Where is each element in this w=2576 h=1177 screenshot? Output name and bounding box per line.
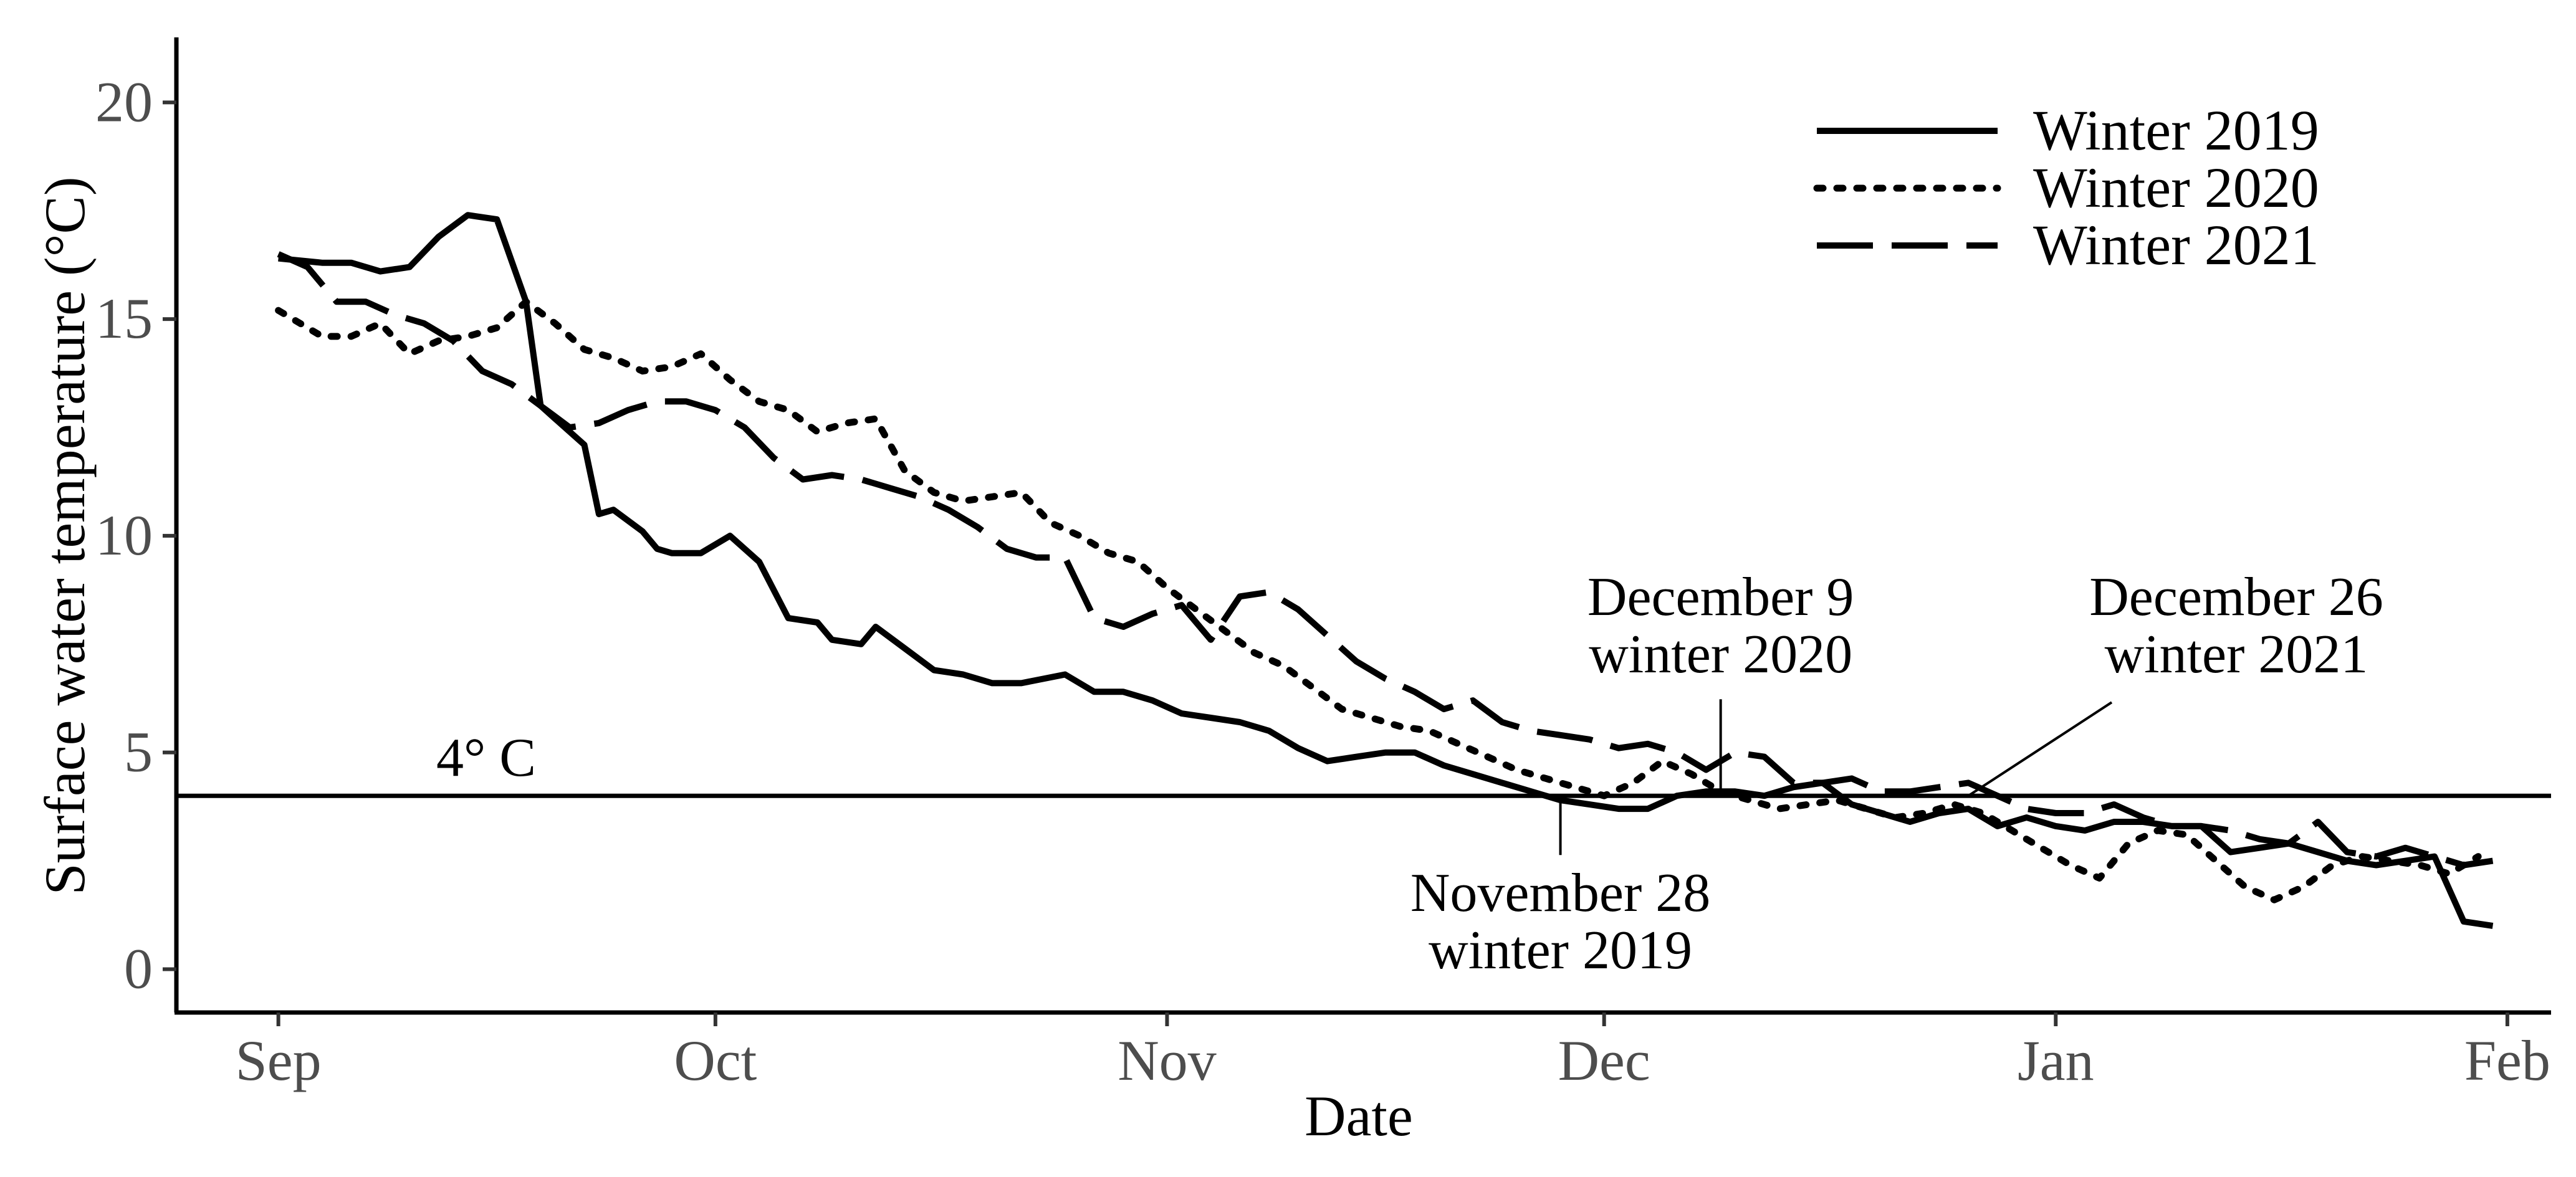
y-tick-label: 0 (124, 936, 153, 1000)
series-line-winter-2019 (278, 212, 2494, 929)
series-group (275, 212, 2494, 929)
annotation-leader (1967, 701, 2113, 797)
x-tick-label: Nov (1118, 1029, 1216, 1092)
x-tick-label: Feb (2464, 1029, 2550, 1092)
annotation-label: winter 2021 (2105, 624, 2368, 685)
legend-label: Winter 2021 (2033, 213, 2319, 277)
annotation-label: December 9 (1587, 567, 1854, 627)
legend-label: Winter 2020 (2033, 156, 2319, 219)
x-tick-label: Dec (1558, 1029, 1650, 1092)
y-tick-label: 20 (95, 70, 153, 133)
threshold-label: 4° C (436, 728, 536, 788)
annotation-label: November 28 (1410, 863, 1710, 923)
y-tick-label: 10 (95, 503, 153, 567)
x-tick-label: Jan (2018, 1029, 2094, 1092)
y-tick-label: 5 (124, 720, 153, 784)
annotation-label: December 26 (2089, 567, 2383, 627)
legend-label: Winter 2019 (2033, 98, 2319, 162)
y-axis-title: Surface water temperature (°C) (33, 177, 97, 895)
y-axis-ticks: 0 5 10 15 20 (95, 70, 176, 1000)
x-axis-title: Date (1305, 1084, 1413, 1148)
annotation-label: winter 2020 (1589, 624, 1852, 685)
x-tick-label: Oct (674, 1029, 757, 1092)
series-line-winter-2020 (275, 298, 2482, 903)
y-tick-label: 15 (95, 287, 153, 350)
x-axis-ticks: Sep Oct Nov Dec Jan Feb (236, 1013, 2550, 1092)
annotation-label: winter 2019 (1429, 920, 1692, 981)
x-tick-label: Sep (236, 1029, 322, 1092)
series-line-winter-2021 (277, 251, 2494, 869)
